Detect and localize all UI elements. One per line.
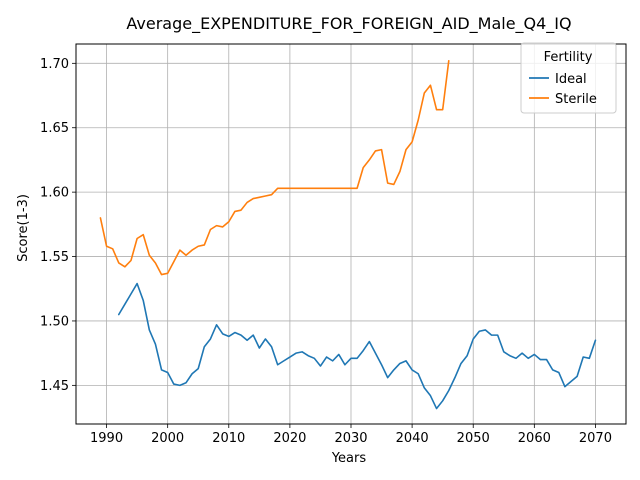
- series-layer: [99, 59, 597, 410]
- y-axis-ticks: 1.45 1.50 1.55 1.60 1.65 1.70: [40, 57, 76, 394]
- x-tick-label: 2060: [518, 431, 551, 446]
- legend-label-ideal: Ideal: [555, 72, 587, 87]
- x-gridlines: [106, 44, 596, 424]
- x-axis-label: Years: [331, 451, 367, 466]
- series-line-ideal: [117, 282, 597, 410]
- y-axis-label: Score(1-3): [16, 194, 31, 262]
- x-tick-label: 2020: [273, 431, 306, 446]
- legend-title: Fertility: [544, 50, 593, 65]
- x-tick-label: 2000: [151, 431, 184, 446]
- x-tick-label: 1990: [90, 431, 123, 446]
- legend-label-sterile: Sterile: [555, 92, 597, 107]
- y-tick-label: 1.65: [40, 121, 69, 136]
- y-tick-label: 1.50: [40, 314, 69, 329]
- legend: Fertility Ideal Sterile: [520, 42, 617, 114]
- y-tick-label: 1.60: [40, 186, 69, 201]
- series-line-sterile: [99, 59, 450, 276]
- y-tick-label: 1.45: [40, 379, 69, 394]
- x-axis-ticks: 1990 2000 2010 2020 2030 2040 2050 2060 2070: [90, 424, 612, 446]
- x-tick-label: 2070: [579, 431, 612, 446]
- x-tick-label: 2010: [212, 431, 245, 446]
- y-tick-label: 1.70: [40, 57, 69, 72]
- chart-title: Average_EXPENDITURE_FOR_FOREIGN_AID_Male…: [126, 14, 571, 34]
- legend-frame: [520, 42, 617, 114]
- x-tick-label: 2050: [457, 431, 490, 446]
- x-tick-label: 2030: [334, 431, 367, 446]
- y-tick-label: 1.55: [40, 250, 69, 265]
- x-tick-label: 2040: [396, 431, 429, 446]
